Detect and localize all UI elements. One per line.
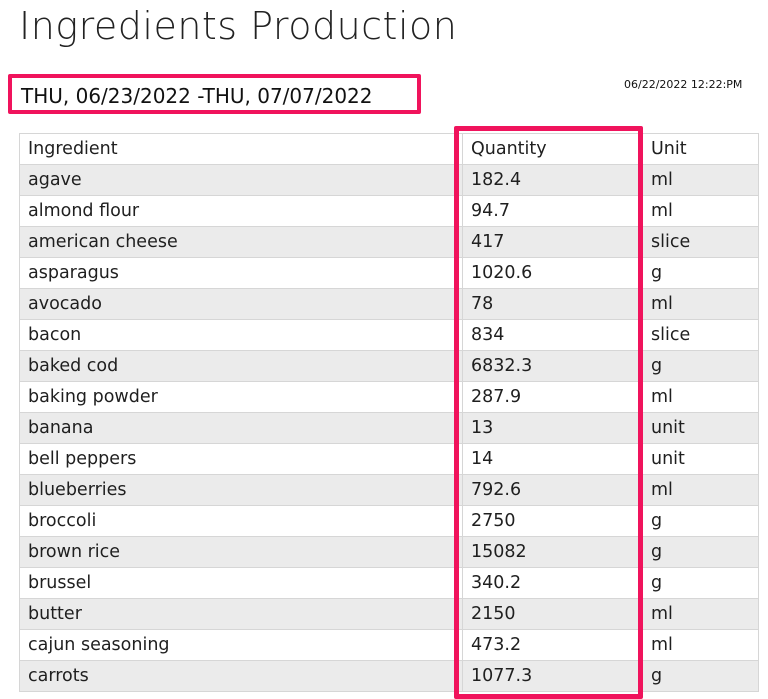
unit-cell: g [642,567,759,599]
table-row: carrots 1077.3 g [19,660,759,692]
quantity-cell: 417 [462,226,643,258]
ingredient-cell: bacon [19,319,463,351]
ingredient-cell: baking powder [19,381,463,413]
table-row: bell peppers 14 unit [19,443,759,475]
quantity-cell: 15082 [462,536,643,568]
table-row: butter 2150 ml [19,598,759,630]
unit-cell: ml [642,164,759,196]
ingredient-cell: broccoli [19,505,463,537]
quantity-cell: 834 [462,319,643,351]
unit-cell: ml [642,474,759,506]
table-row: cajun seasoning 473.2 ml [19,629,759,661]
table-row: broccoli 2750 g [19,505,759,537]
unit-cell: ml [642,629,759,661]
quantity-cell: 2150 [462,598,643,630]
page-title: Ingredients Production [19,4,458,48]
unit-cell: unit [642,443,759,475]
unit-cell: slice [642,319,759,351]
ingredients-table: Ingredient Quantity Unit agave 182.4 ml al… [19,133,759,692]
quantity-cell: 473.2 [462,629,643,661]
table-row: bacon 834 slice [19,319,759,351]
ingredient-cell: agave [19,164,463,196]
ingredient-cell: avocado [19,288,463,320]
unit-cell: unit [642,412,759,444]
column-header-ingredient: Ingredient [19,133,463,165]
column-header-unit: Unit [642,133,759,165]
ingredient-cell: almond flour [19,195,463,227]
unit-cell: g [642,257,759,289]
column-header-quantity: Quantity [462,133,643,165]
unit-cell: g [642,660,759,692]
quantity-cell: 2750 [462,505,643,537]
table-row: almond flour 94.7 ml [19,195,759,227]
table-row: blueberries 792.6 ml [19,474,759,506]
ingredient-cell: cajun seasoning [19,629,463,661]
table-row: brown rice 15082 g [19,536,759,568]
quantity-cell: 1077.3 [462,660,643,692]
table-row: asparagus 1020.6 g [19,257,759,289]
table-row: avocado 78 ml [19,288,759,320]
quantity-cell: 6832.3 [462,350,643,382]
unit-cell: slice [642,226,759,258]
ingredient-cell: brown rice [19,536,463,568]
unit-cell: g [642,536,759,568]
ingredient-cell: banana [19,412,463,444]
table-row: banana 13 unit [19,412,759,444]
table-header-row: Ingredient Quantity Unit [19,133,759,165]
unit-cell: g [642,350,759,382]
quantity-cell: 1020.6 [462,257,643,289]
unit-cell: ml [642,195,759,227]
unit-cell: g [642,505,759,537]
ingredient-cell: blueberries [19,474,463,506]
unit-cell: ml [642,598,759,630]
quantity-cell: 287.9 [462,381,643,413]
table-row: agave 182.4 ml [19,164,759,196]
table-row: american cheese 417 slice [19,226,759,258]
quantity-cell: 14 [462,443,643,475]
ingredient-cell: asparagus [19,257,463,289]
ingredient-cell: american cheese [19,226,463,258]
quantity-cell: 182.4 [462,164,643,196]
unit-cell: ml [642,381,759,413]
quantity-cell: 94.7 [462,195,643,227]
table-row: baked cod 6832.3 g [19,350,759,382]
date-range-highlight [8,74,421,114]
quantity-cell: 13 [462,412,643,444]
ingredient-cell: brussel [19,567,463,599]
table-row: brussel 340.2 g [19,567,759,599]
date-range: THU, 06/23/2022 -THU, 07/07/2022 [21,84,373,108]
ingredient-cell: carrots [19,660,463,692]
unit-cell: ml [642,288,759,320]
quantity-cell: 792.6 [462,474,643,506]
ingredient-cell: butter [19,598,463,630]
quantity-cell: 340.2 [462,567,643,599]
report-timestamp: 06/22/2022 12:22:PM [624,78,743,91]
ingredient-cell: baked cod [19,350,463,382]
ingredient-cell: bell peppers [19,443,463,475]
quantity-cell: 78 [462,288,643,320]
table-row: baking powder 287.9 ml [19,381,759,413]
